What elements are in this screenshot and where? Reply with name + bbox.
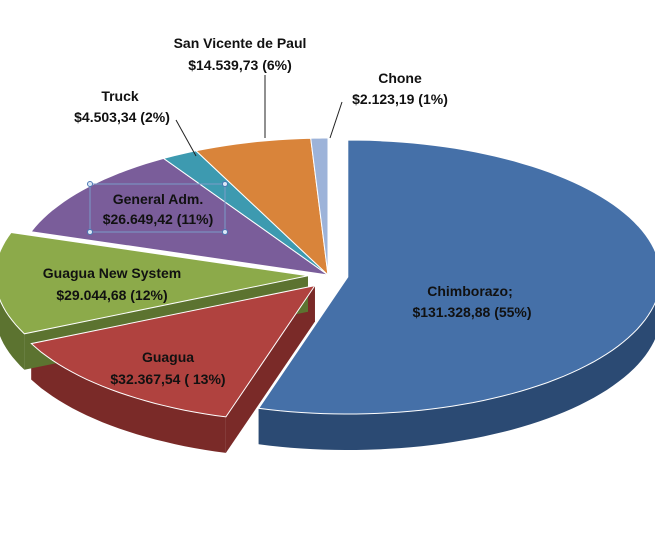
label-san-vicente-value: $14.539,73 (6%): [188, 57, 292, 73]
leader-line-truck: [175, 119, 197, 157]
slice-truck[interactable]: [162, 150, 329, 276]
label-general-adm-name: General Adm.: [113, 191, 204, 207]
label-chone-value: $2.123,19 (1%): [352, 91, 448, 107]
label-chimborazo-name: Chimborazo;: [427, 283, 513, 299]
slice-side-guagua-new-system: [0, 300, 25, 370]
leader-line-chone: [329, 101, 343, 139]
slice-side-chimborazo: [258, 303, 655, 450]
label-chimborazo-value: $131.328,88 (55%): [412, 304, 531, 320]
slice-san-vicente-de-paul[interactable]: [194, 137, 329, 277]
leader-lines: [175, 75, 343, 157]
pie-slices: [0, 137, 655, 418]
slice-guagua[interactable]: [30, 284, 317, 418]
label-selection-box[interactable]: [87, 181, 228, 235]
slice-guagua-new-system[interactable]: [0, 231, 309, 335]
slice-chone[interactable]: [310, 137, 329, 276]
label-san-vicente-name: San Vicente de Paul: [174, 35, 307, 51]
label-truck-name: Truck: [101, 88, 139, 104]
label-truck-value: $4.503,34 (2%): [74, 109, 170, 125]
label-chone-name: Chone: [378, 70, 422, 86]
label-guagua-value: $32.367,54 ( 13%): [110, 371, 225, 387]
slice-chimborazo[interactable]: [257, 139, 655, 415]
data-labels: Chimborazo; $131.328,88 (55%) Guagua $32…: [43, 35, 532, 387]
label-guagua-new-system-value: $29.044,68 (12%): [56, 287, 167, 303]
slice-general-adm[interactable]: [30, 157, 329, 276]
label-general-adm-value: $26.649,42 (11%): [103, 211, 214, 227]
label-guagua-name: Guagua: [142, 349, 194, 365]
slice-side-guagua: [31, 343, 226, 453]
slice-cut-face-guagua-0: [225, 285, 315, 453]
label-guagua-new-system-name: Guagua New System: [43, 265, 182, 281]
